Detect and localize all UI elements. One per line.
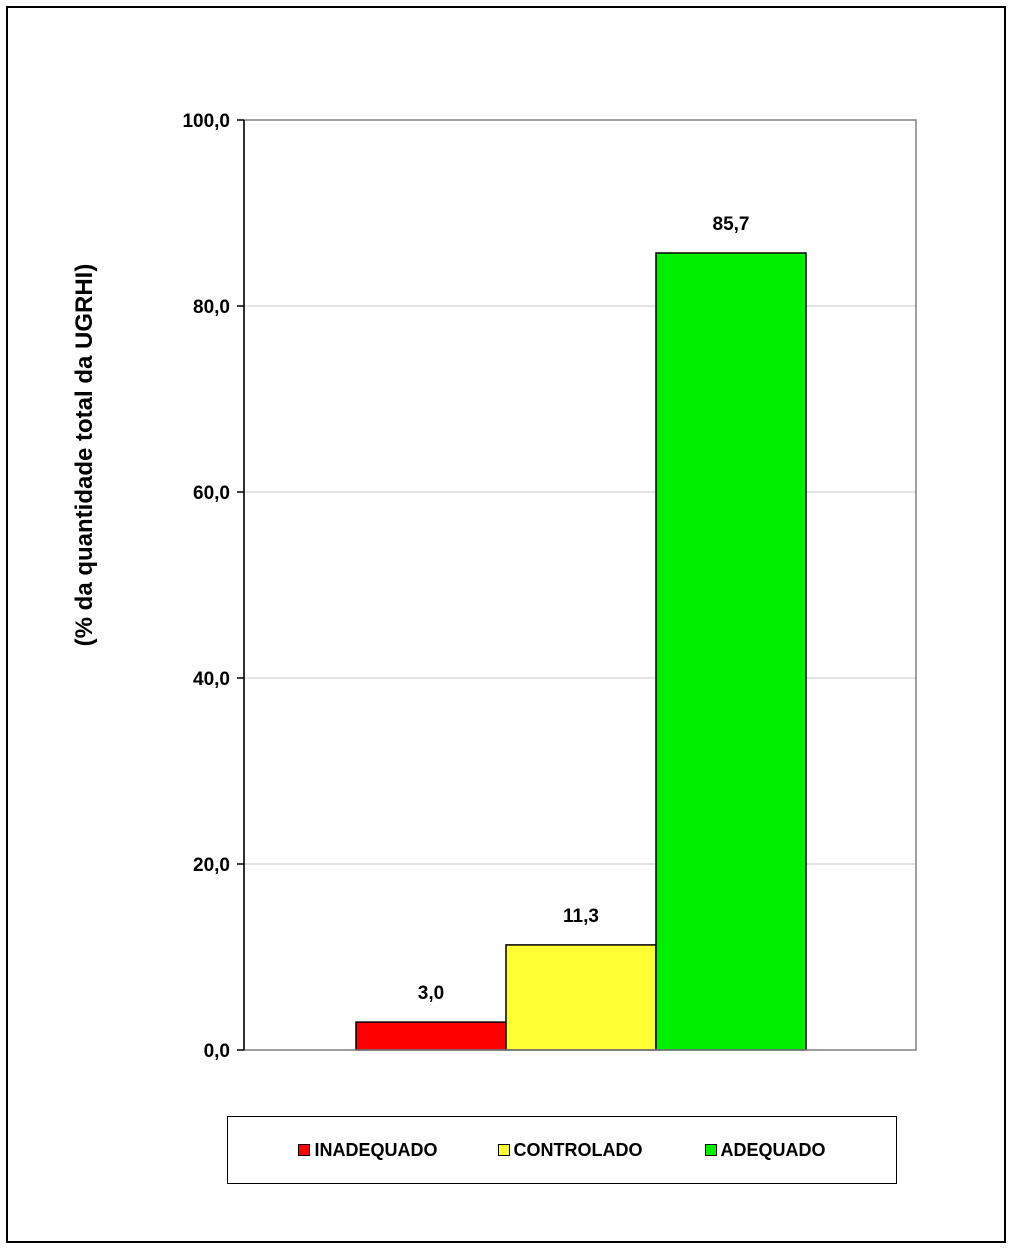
bars <box>355 252 807 1051</box>
axes <box>237 119 917 1051</box>
y-tick-label: 20,0 <box>193 855 230 876</box>
data-label-inadequado: 3,0 <box>418 983 444 1004</box>
chart-frame: 0,0 20,0 40,0 60,0 80,0 100,0 3,0 11,3 85,7 (% … <box>6 6 1006 1243</box>
legend-swatch-inadequado <box>298 1144 311 1156</box>
y-axis-title: (% da quantidade total da UGRHI) <box>71 264 98 647</box>
legend: INADEQUADO CONTROLADO ADEQUADO <box>227 1116 897 1184</box>
y-tick-label: 80,0 <box>193 297 230 318</box>
legend-item-adequado: ADEQUADO <box>704 1139 826 1161</box>
legend-label-controlado: CONTROLADO <box>513 1139 643 1160</box>
legend-label-inadequado: INADEQUADO <box>314 1139 438 1160</box>
data-label-controlado: 11,3 <box>563 906 599 927</box>
y-tick-label: 100,0 <box>182 111 230 132</box>
bar-adequado <box>655 252 807 1051</box>
legend-label-adequado: ADEQUADO <box>720 1139 826 1160</box>
y-tick-label: 40,0 <box>193 669 230 690</box>
y-tick-label: 0,0 <box>204 1041 230 1062</box>
legend-swatch-controlado <box>497 1144 510 1156</box>
bar-controlado <box>505 944 657 1051</box>
legend-item-controlado: CONTROLADO <box>497 1139 643 1161</box>
bar-chart: 0,0 20,0 40,0 60,0 80,0 100,0 3,0 11,3 85,7 (% … <box>71 111 917 1062</box>
legend-item-inadequado: INADEQUADO <box>298 1139 438 1161</box>
y-tick-label: 60,0 <box>193 483 230 504</box>
gridlines <box>244 305 916 865</box>
bar-inadequado <box>355 1021 507 1051</box>
data-label-adequado: 85,7 <box>713 214 750 235</box>
legend-swatch-adequado <box>704 1144 717 1156</box>
data-labels: 3,0 11,3 85,7 <box>418 214 750 1004</box>
y-tick-labels: 0,0 20,0 40,0 60,0 80,0 100,0 <box>182 111 230 1062</box>
